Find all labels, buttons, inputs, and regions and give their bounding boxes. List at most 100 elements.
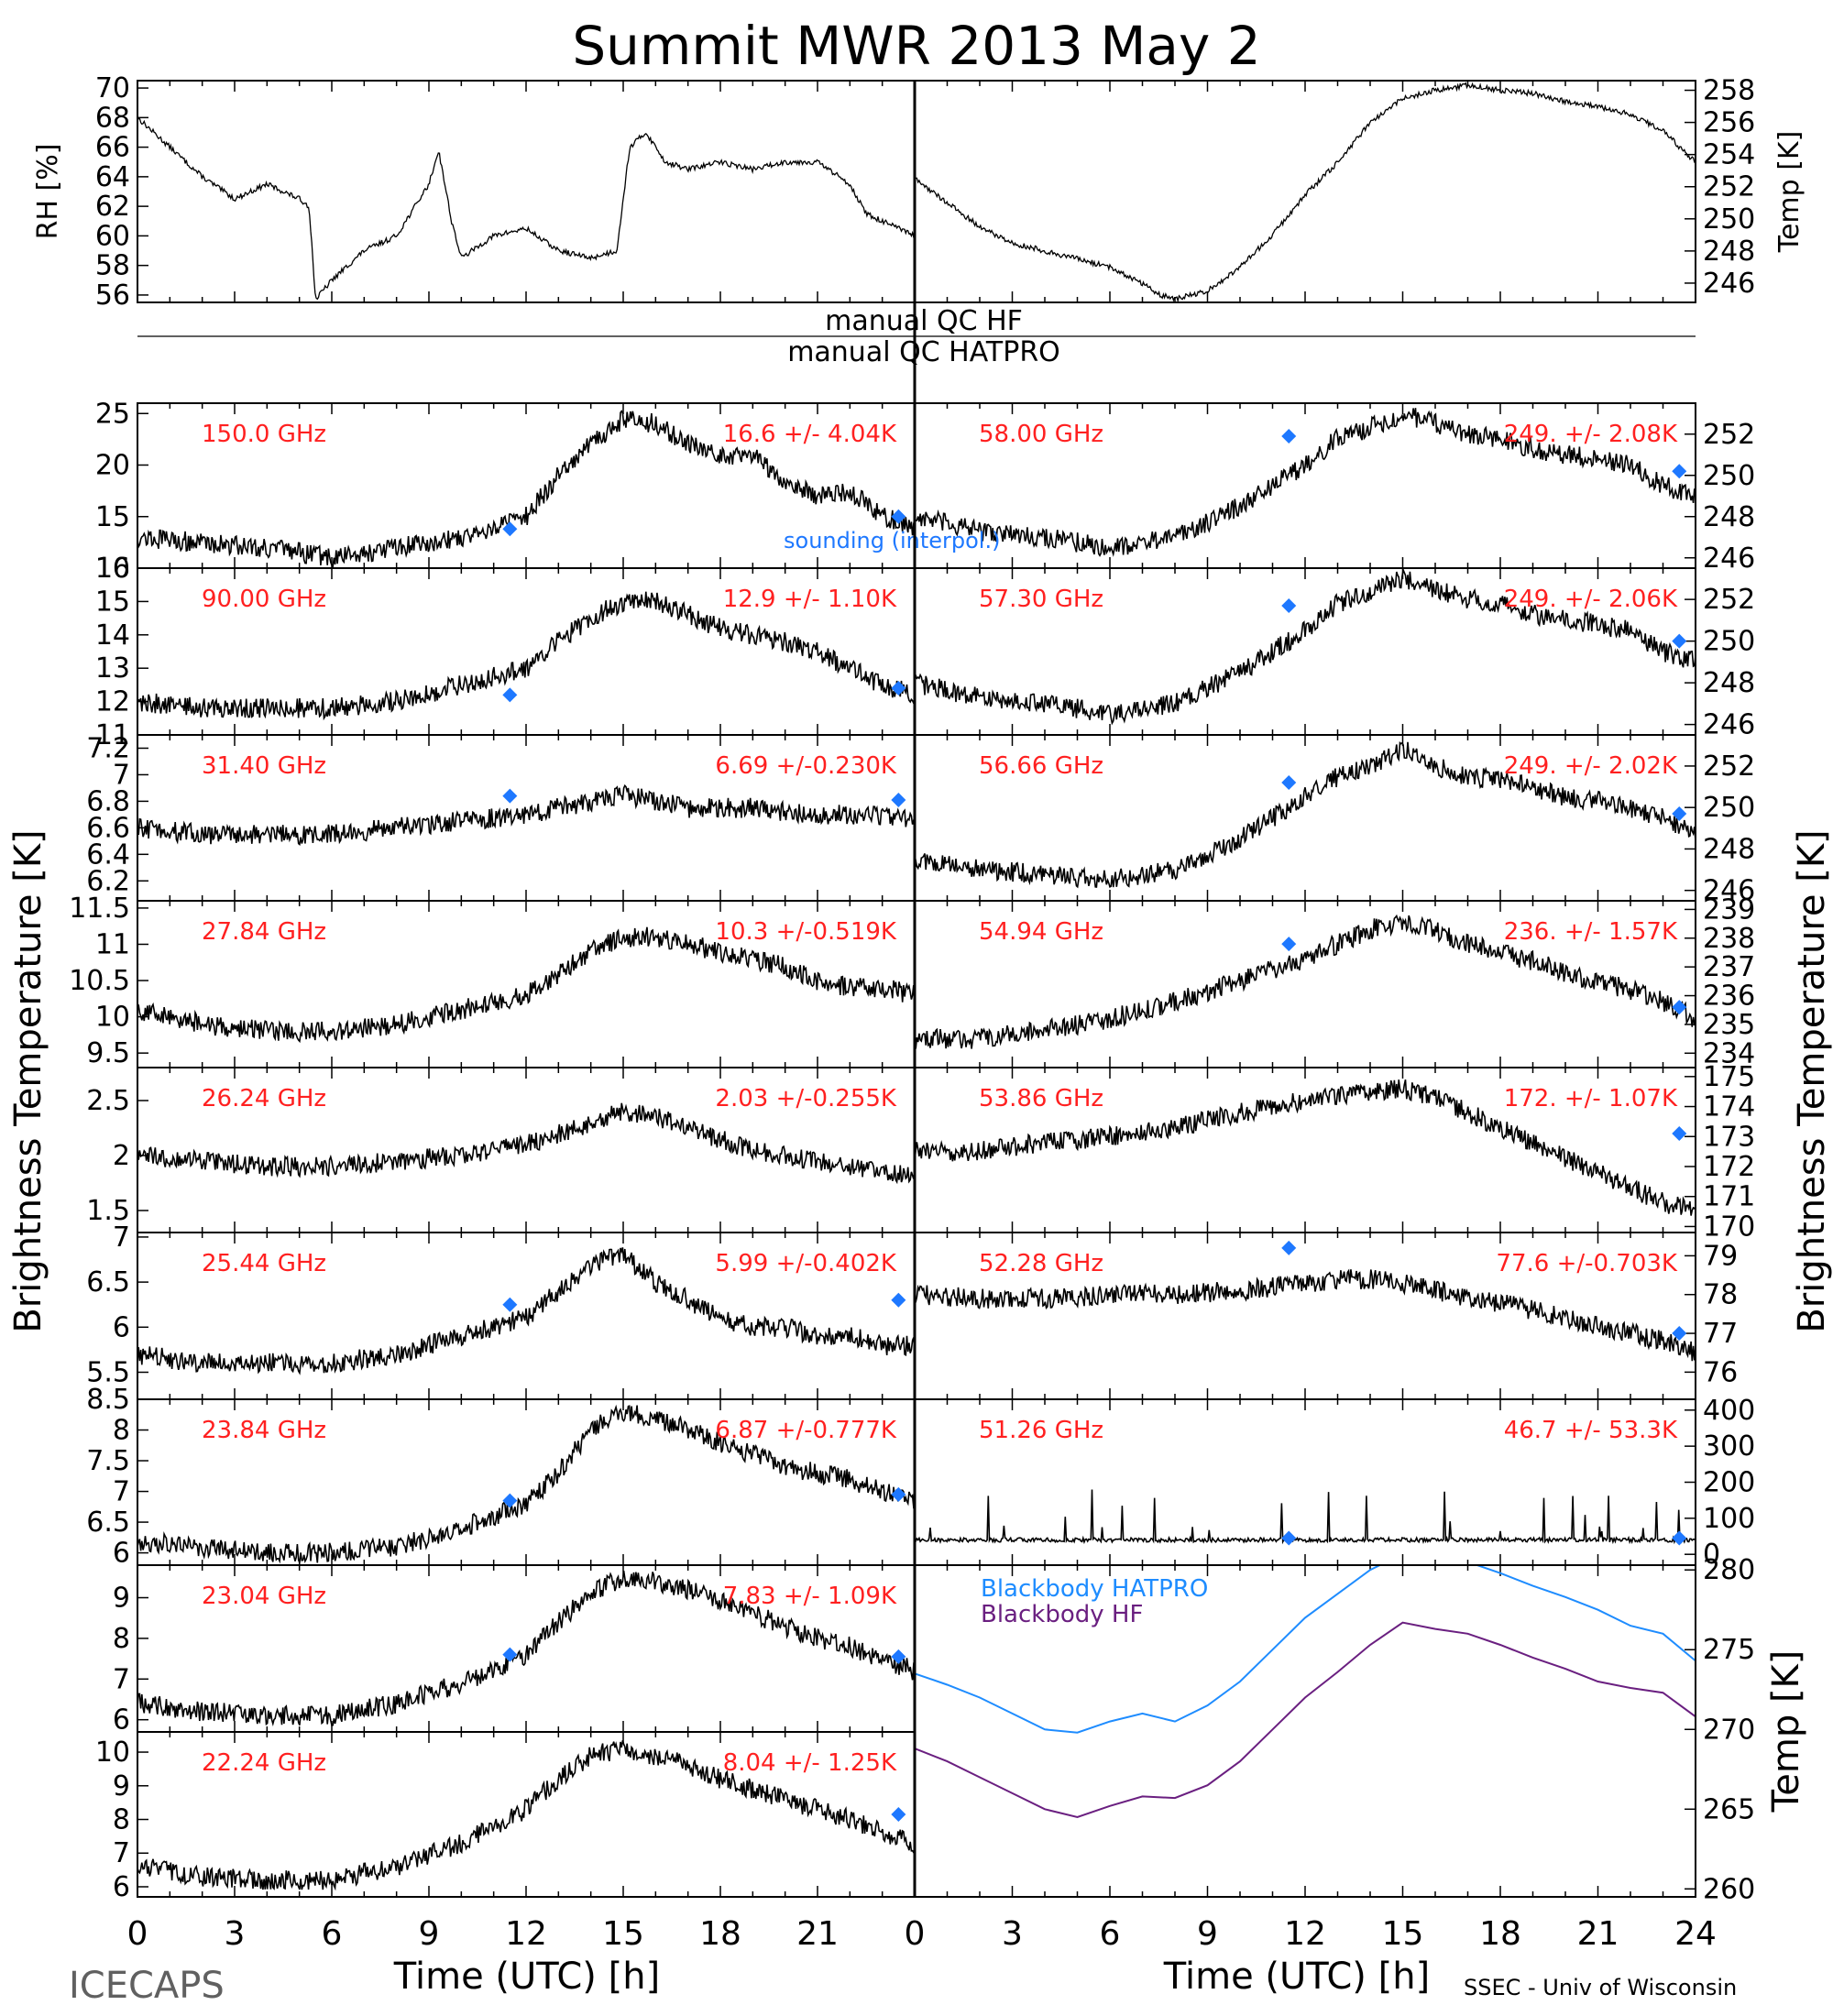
y-tick-label: 12: [95, 686, 130, 718]
frequency-label: 23.04 GHz: [202, 1583, 326, 1610]
frequency-label: 26.24 GHz: [202, 1085, 326, 1112]
sounding-point: [1281, 429, 1297, 444]
series-line: [915, 1621, 1696, 1819]
frequency-label: 31.40 GHz: [202, 752, 326, 780]
sounding-point: [1281, 1530, 1297, 1546]
y-tick-label: 7.2: [86, 732, 130, 764]
y-tick-label: 246: [1703, 268, 1755, 300]
series-line: [915, 740, 1696, 889]
y-tick-label: 25: [95, 398, 130, 430]
sounding-point: [1672, 1000, 1687, 1015]
frequency-label: 51.26 GHz: [979, 1417, 1103, 1444]
panel-tb-57.3: 246 248 250 252 57.30 GHz 249. +/- 2.06K: [914, 567, 1755, 741]
x-tick-label: 9: [419, 1915, 440, 1953]
y-tick-label: 250: [1703, 203, 1755, 236]
panel-tb-58: 246 248 250 252 58.00 GHz 249. +/- 2.08K: [914, 402, 1755, 575]
series-tb-25.44: [137, 1247, 915, 1375]
series-line: [915, 1565, 1696, 1734]
sounding-point: [502, 1647, 518, 1662]
series-tb-150: [137, 410, 915, 568]
x-axis-title-left: Time (UTC) [h]: [393, 1956, 660, 1998]
sounding-point: [1672, 464, 1687, 479]
x-tick-label: 6: [322, 1915, 343, 1953]
y-tick-label: 236: [1703, 981, 1755, 1013]
x-axis-title-right: Time (UTC) [h]: [1163, 1956, 1430, 1998]
series-line: [137, 410, 915, 568]
stats-label: 12.9 +/- 1.10K: [723, 586, 897, 613]
y-tick-label: 254: [1703, 139, 1755, 171]
x-tick-label: 15: [602, 1915, 644, 1953]
y-tick-label: 6.5: [86, 1507, 130, 1539]
y-tick-label: 246: [1703, 709, 1755, 741]
frequency-label: 57.30 GHz: [979, 586, 1103, 613]
y-tick-label: 275: [1703, 1634, 1755, 1666]
y-tick-label: 9.5: [86, 1037, 130, 1069]
sounding-point: [1672, 633, 1687, 649]
panel-tb-31.4: 6.26.46.66.877.2 31.40 GHz 6.69 +/-0.230K: [86, 732, 916, 902]
series-line: [137, 926, 915, 1044]
series-line: [915, 1268, 1696, 1362]
sounding-point: [502, 521, 518, 537]
stats-label: 77.6 +/-0.703K: [1496, 1250, 1678, 1277]
sounding-point: [1281, 775, 1297, 791]
stats-label: 10.3 +/-0.519K: [715, 918, 897, 946]
stats-label: 6.87 +/-0.777K: [715, 1417, 897, 1444]
y-axis-label: RH [%]: [32, 144, 64, 240]
y-tick-label: 252: [1703, 171, 1755, 203]
sounding-legend: sounding (interpol.): [784, 528, 1000, 553]
y-tick-label: 10: [95, 1737, 130, 1769]
y-tick-label: 11: [95, 719, 130, 751]
series-tb-58: [915, 408, 1696, 557]
x-tick-label: 21: [796, 1915, 839, 1953]
y-tick-label: 60: [95, 220, 130, 252]
y-tick-label: 2.5: [86, 1085, 130, 1117]
sounding-point: [502, 788, 518, 804]
series-line: [137, 1739, 915, 1891]
y-tick-label: 175: [1703, 1061, 1755, 1093]
sounding-point: [891, 509, 906, 524]
stats-label: 7.83 +/- 1.09K: [723, 1583, 897, 1610]
y-tick-label: 171: [1703, 1181, 1755, 1213]
y-tick-label: 7: [113, 1663, 130, 1695]
y-tick-label: 250: [1703, 460, 1755, 492]
footer-icecaps: ICECAPS: [69, 1965, 225, 2007]
stats-label: 2.03 +/-0.255K: [715, 1085, 897, 1112]
series-line: [137, 1404, 915, 1565]
series-blackbody: [915, 1565, 1696, 1819]
y-tick-label: 6: [113, 1538, 130, 1570]
y-tick-label: 56: [95, 279, 130, 312]
qc-hatpro-label: manual QC HATPRO: [787, 336, 1060, 368]
series-tb-26.24: [137, 1102, 915, 1185]
sounding-point: [1672, 1530, 1687, 1546]
frequency-label: 54.94 GHz: [979, 918, 1103, 946]
series-tb-23.84: [137, 1404, 915, 1565]
y-tick-label: 8.5: [86, 1384, 130, 1416]
series-line: [137, 1247, 915, 1375]
y-tick-label: 2: [113, 1140, 130, 1172]
stats-label: 6.69 +/-0.230K: [715, 752, 897, 780]
series-tb-31.4: [137, 783, 915, 846]
frequency-label: 53.86 GHz: [979, 1085, 1103, 1112]
panel-tb-56.66: 246 248 250 252 56.66 GHz 249. +/- 2.02K: [914, 734, 1755, 907]
frequency-label: 25.44 GHz: [202, 1250, 326, 1277]
qc-hf-label: manual QC HF: [825, 305, 1023, 337]
series-tb-90: [137, 591, 915, 721]
panel-frame: [914, 80, 1696, 303]
y-tick-label: 76: [1703, 1356, 1738, 1388]
x-tick-label: 9: [1197, 1915, 1218, 1953]
sounding-point: [891, 1292, 906, 1308]
sounding-point: [1281, 1240, 1297, 1255]
frequency-label: 27.84 GHz: [202, 918, 326, 946]
y-tick-label: 10.5: [69, 965, 130, 997]
y-tick-label: 256: [1703, 107, 1755, 139]
series-line: [915, 914, 1696, 1049]
x-tick-label: 3: [1002, 1915, 1023, 1953]
frequency-label: 90.00 GHz: [202, 586, 326, 613]
frequency-label: 23.84 GHz: [202, 1417, 326, 1444]
